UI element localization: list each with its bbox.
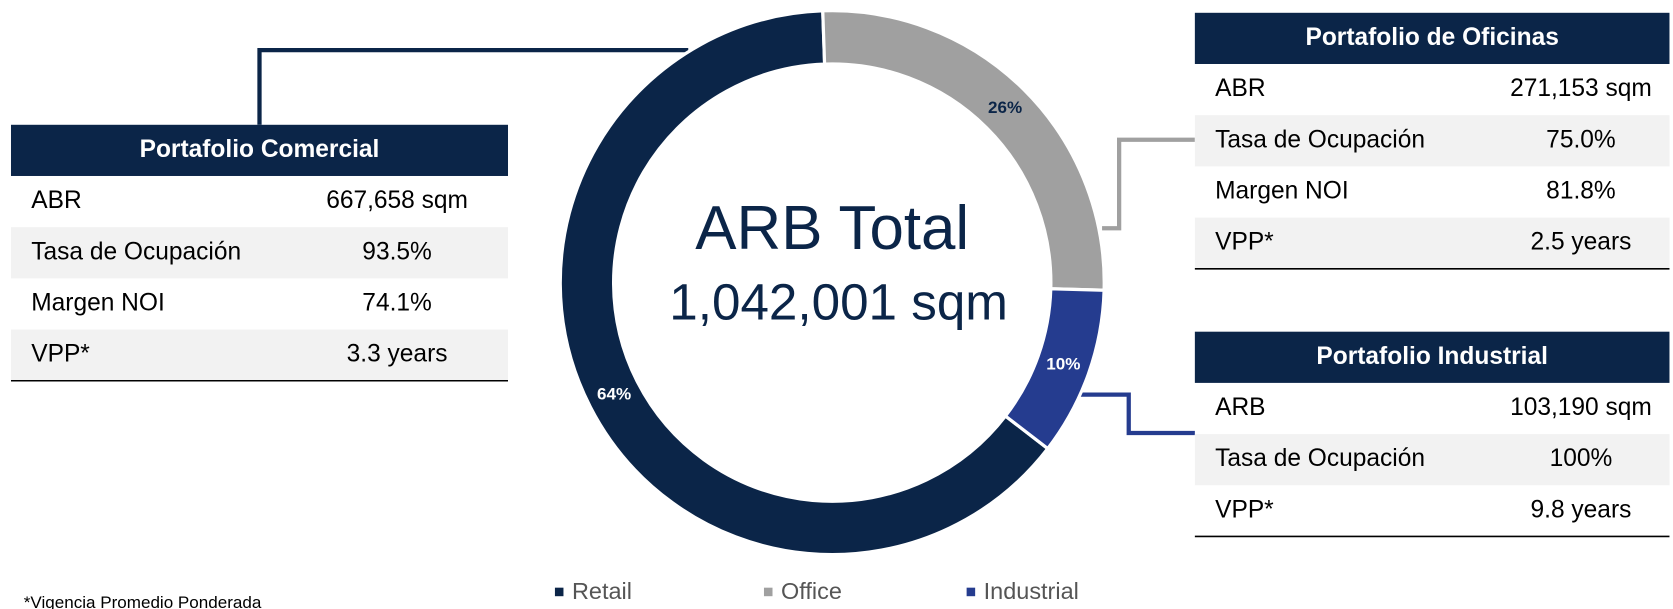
- row-value: 93.5%: [362, 238, 432, 265]
- row-label: ARB: [1215, 394, 1265, 421]
- table-title: Portafolio Comercial: [140, 136, 380, 163]
- row-label: Margen NOI: [1215, 177, 1349, 204]
- row-value: 100%: [1550, 445, 1613, 472]
- row-value: 75.0%: [1546, 126, 1616, 153]
- row-label: VPP*: [31, 341, 90, 368]
- legend-label: Office: [781, 578, 842, 604]
- table-header: [1194, 331, 1670, 383]
- table-header: [10, 124, 509, 176]
- donut-segment: [1003, 287, 1106, 451]
- table-row-bg: [1194, 115, 1670, 167]
- row-value: 74.1%: [362, 289, 432, 316]
- row-label: Margen NOI: [31, 289, 165, 316]
- data-label: 26%: [988, 98, 1022, 117]
- table-title: Portafolio de Oficinas: [1305, 24, 1558, 51]
- table-header: [1194, 12, 1670, 64]
- connector: [1102, 137, 1195, 231]
- table-title: Portafolio Industrial: [1316, 343, 1548, 370]
- row-label: ABR: [1215, 75, 1265, 102]
- legend-swatch: [966, 587, 976, 597]
- row-value: 667,658 sqm: [326, 187, 468, 214]
- data-label: 64%: [597, 384, 631, 403]
- row-value: 271,153 sqm: [1510, 75, 1652, 102]
- legend-swatch: [554, 587, 564, 597]
- row-label: VPP*: [1215, 229, 1274, 256]
- legend-swatch: [763, 587, 773, 597]
- legend-label: Industrial: [984, 578, 1079, 604]
- row-label: Tasa de Ocupación: [31, 238, 241, 265]
- row-label: Tasa de Ocupación: [1215, 126, 1425, 153]
- table-row-bg: [1194, 434, 1670, 486]
- center-subtitle: 1,042,001 sqm: [669, 274, 1008, 331]
- table-row-bg: [10, 329, 509, 381]
- center-title: ARB Total: [695, 194, 969, 263]
- footnote: *Vigencia Promedio Ponderada: [24, 593, 262, 609]
- connector: [1077, 392, 1195, 436]
- row-label: Tasa de Ocupación: [1215, 445, 1425, 472]
- row-value: 3.3 years: [347, 341, 448, 368]
- row-label: ABR: [31, 187, 81, 214]
- connector: [257, 47, 689, 125]
- table-row-bg: [1194, 217, 1670, 269]
- data-label: 10%: [1046, 354, 1080, 373]
- row-value: 103,190 sqm: [1510, 394, 1652, 421]
- row-value: 9.8 years: [1531, 496, 1632, 523]
- row-value: 81.8%: [1546, 177, 1616, 204]
- row-label: VPP*: [1215, 496, 1274, 523]
- table-row-bg: [10, 227, 509, 279]
- donut-segment: [558, 9, 1050, 557]
- legend-label: Retail: [572, 578, 632, 604]
- row-value: 2.5 years: [1531, 229, 1632, 256]
